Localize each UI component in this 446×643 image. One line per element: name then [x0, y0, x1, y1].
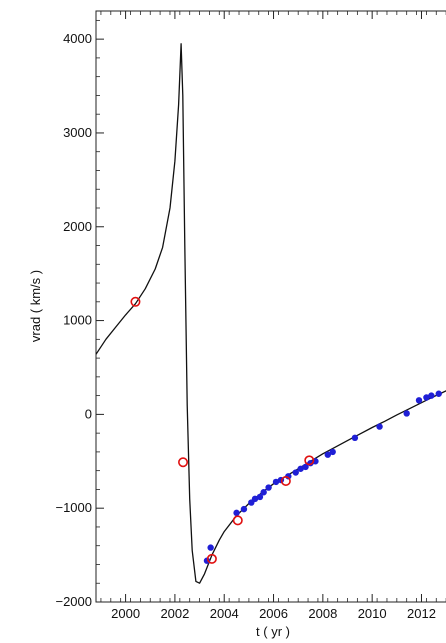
- blue-data-point: [435, 390, 442, 397]
- red-open-circle: [280, 475, 291, 486]
- y-axis-label: vrad ( km/s ): [28, 270, 43, 342]
- blue-data-point: [240, 505, 248, 513]
- red-open-circle: [232, 515, 243, 526]
- red-open-circle: [304, 455, 315, 466]
- blue-data-point: [423, 394, 430, 401]
- blue-data-point: [251, 495, 259, 503]
- y-tick-label: 4000: [63, 31, 92, 46]
- blue-data-point: [285, 473, 292, 480]
- blue-data-point: [415, 397, 423, 404]
- blue-data-point: [233, 509, 240, 517]
- y-tick-label: −1000: [55, 500, 92, 515]
- blue-data-point: [297, 465, 304, 472]
- x-tick-label: 2006: [259, 606, 288, 621]
- blue-data-point: [329, 448, 336, 456]
- blue-data-point: [272, 478, 280, 486]
- plot-frame: [95, 10, 446, 603]
- x-tick-label: 2000: [111, 606, 140, 621]
- y-tick-labels: −2000 −1000 0 1000 2000 3000 4000: [55, 31, 92, 609]
- blue-data-point: [207, 544, 214, 551]
- y-tick-label: 1000: [63, 313, 92, 328]
- points-layer: [130, 296, 442, 564]
- tick-marks: [96, 11, 446, 603]
- y-tick-label: 2000: [63, 219, 92, 234]
- x-tick-label: 2010: [358, 606, 387, 621]
- blue-data-point: [428, 392, 435, 399]
- red-open-circle: [130, 296, 141, 307]
- blue-data-point: [256, 493, 264, 501]
- blue-data-point: [302, 463, 309, 471]
- y-tick-label: 3000: [63, 125, 92, 140]
- x-tick-label: 2012: [407, 606, 436, 621]
- blue-data-point: [292, 469, 299, 476]
- x-tick-label: 2004: [210, 606, 239, 621]
- x-tick-label: 2002: [160, 606, 189, 621]
- x-axis-label: t ( yr ): [256, 624, 290, 639]
- curve-layer: [95, 43, 446, 584]
- blue-data-point: [376, 423, 383, 430]
- red-open-circle: [206, 553, 217, 564]
- y-tick-label: −2000: [55, 594, 92, 609]
- orbit-curve: [95, 43, 446, 584]
- blue-data-point: [265, 484, 272, 491]
- x-tick-labels: 2000 2002 2004 2006 2008 2010 2012: [111, 606, 436, 621]
- blue-data-point: [403, 410, 410, 417]
- blue-data-point: [351, 434, 359, 442]
- blue-data-point: [324, 451, 331, 458]
- y-tick-label: 0: [85, 406, 92, 421]
- x-tick-label: 2008: [308, 606, 337, 621]
- red-open-circle: [178, 457, 189, 468]
- blue-data-point: [260, 489, 267, 496]
